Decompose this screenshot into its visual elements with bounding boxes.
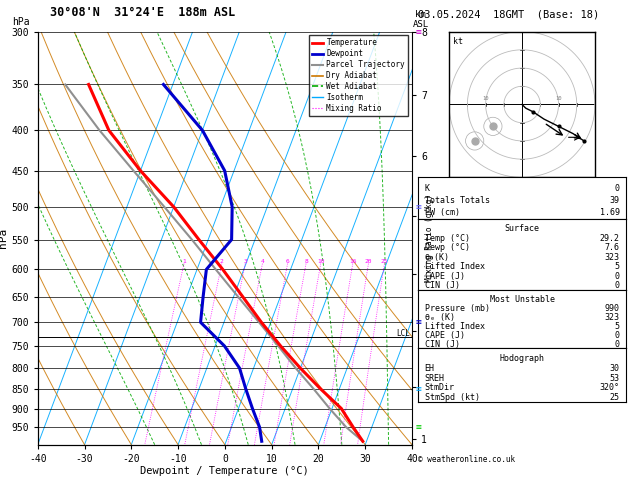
Text: PW (cm): PW (cm): [425, 208, 460, 217]
Text: 323: 323: [604, 313, 620, 322]
Text: LCL: LCL: [396, 330, 409, 338]
Text: kt: kt: [453, 37, 463, 46]
Text: StmSpd (kt): StmSpd (kt): [425, 393, 479, 402]
Text: Temp (°C): Temp (°C): [425, 234, 469, 243]
Text: θₑ(K): θₑ(K): [425, 253, 450, 262]
Text: 16: 16: [349, 259, 357, 263]
Text: 0: 0: [615, 185, 620, 193]
Text: 03.05.2024  18GMT  (Base: 18): 03.05.2024 18GMT (Base: 18): [418, 9, 599, 19]
Text: CAPE (J): CAPE (J): [425, 272, 464, 281]
Text: ≡: ≡: [415, 422, 421, 432]
Text: km
ASL: km ASL: [413, 10, 429, 29]
X-axis label: Dewpoint / Temperature (°C): Dewpoint / Temperature (°C): [140, 467, 309, 476]
Text: CIN (J): CIN (J): [425, 281, 460, 290]
Text: Dewp (°C): Dewp (°C): [425, 243, 469, 252]
Text: θₑ (K): θₑ (K): [425, 313, 455, 322]
Text: CIN (J): CIN (J): [425, 340, 460, 349]
Text: 53: 53: [610, 374, 620, 383]
Text: 1: 1: [182, 259, 186, 263]
Text: 30: 30: [610, 364, 620, 373]
Text: 4: 4: [260, 259, 264, 263]
Text: ≡: ≡: [415, 317, 421, 327]
Text: SREH: SREH: [425, 374, 445, 383]
Text: 8: 8: [304, 259, 308, 263]
Text: hPa: hPa: [13, 17, 30, 27]
Text: 0: 0: [615, 340, 620, 349]
Text: 990: 990: [604, 304, 620, 313]
Text: Pressure (mb): Pressure (mb): [425, 304, 489, 313]
Text: 25: 25: [381, 259, 388, 263]
Text: ≡: ≡: [415, 27, 421, 36]
Text: 29.2: 29.2: [599, 234, 620, 243]
Text: 20: 20: [365, 259, 372, 263]
Text: © weatheronline.co.uk: © weatheronline.co.uk: [418, 455, 515, 464]
Text: 5: 5: [615, 262, 620, 271]
Text: 10: 10: [482, 96, 489, 101]
Legend: Temperature, Dewpoint, Parcel Trajectory, Dry Adiabat, Wet Adiabat, Isotherm, Mi: Temperature, Dewpoint, Parcel Trajectory…: [309, 35, 408, 116]
Text: 10: 10: [555, 96, 562, 101]
Text: Totals Totals: Totals Totals: [425, 196, 489, 205]
Text: 0: 0: [615, 272, 620, 281]
Text: 0: 0: [615, 331, 620, 340]
Text: 6: 6: [286, 259, 289, 263]
Text: 3: 3: [243, 259, 247, 263]
Text: 1.69: 1.69: [599, 208, 620, 217]
Text: 7.6: 7.6: [604, 243, 620, 252]
Text: EH: EH: [425, 364, 435, 373]
Text: 25: 25: [610, 393, 620, 402]
Text: Lifted Index: Lifted Index: [425, 262, 484, 271]
Text: 0: 0: [615, 281, 620, 290]
Text: Hodograph: Hodograph: [499, 354, 545, 364]
Text: Most Unstable: Most Unstable: [489, 295, 555, 304]
Text: 30°08'N  31°24'E  188m ASL: 30°08'N 31°24'E 188m ASL: [50, 6, 236, 19]
Text: 323: 323: [604, 253, 620, 262]
Text: ≡: ≡: [415, 384, 421, 394]
Text: CAPE (J): CAPE (J): [425, 331, 464, 340]
Text: Lifted Index: Lifted Index: [425, 322, 484, 331]
Text: 320°: 320°: [599, 383, 620, 393]
Text: 39: 39: [610, 196, 620, 205]
Text: ≡: ≡: [415, 202, 421, 212]
Text: 2: 2: [220, 259, 224, 263]
Text: 5: 5: [615, 322, 620, 331]
Text: K: K: [425, 185, 430, 193]
Text: Surface: Surface: [504, 225, 540, 233]
Y-axis label: hPa: hPa: [0, 228, 8, 248]
Text: 10: 10: [317, 259, 325, 263]
Text: Mixing Ratio (g/kg): Mixing Ratio (g/kg): [425, 194, 434, 282]
Text: StmDir: StmDir: [425, 383, 455, 393]
